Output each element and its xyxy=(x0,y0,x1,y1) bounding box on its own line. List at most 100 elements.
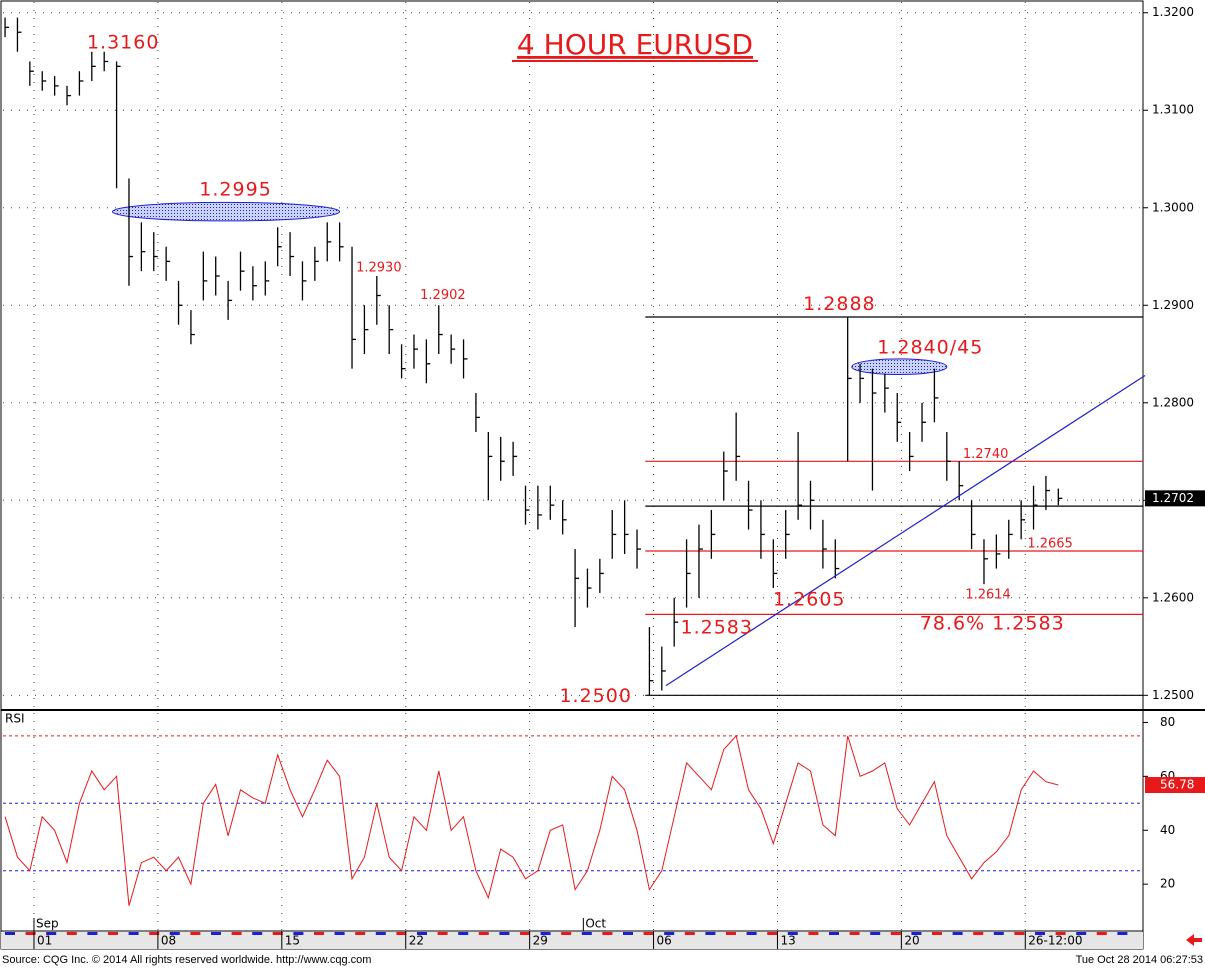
y-tick-label: 1.3200 xyxy=(1152,5,1194,19)
strip-chunk xyxy=(499,932,510,935)
strip-chunk xyxy=(272,932,283,935)
strip-chunk xyxy=(643,932,654,935)
strip-chunk xyxy=(1096,932,1107,935)
strip-chunk xyxy=(437,932,448,935)
strip-chunk xyxy=(726,932,736,935)
x-tick-label: 01 xyxy=(37,934,52,948)
strip-chunk xyxy=(458,932,469,935)
strip-chunk xyxy=(952,932,963,935)
footer-source: Source: CQG Inc. © 2014 All rights reser… xyxy=(2,954,371,966)
strip-chunk xyxy=(540,932,551,935)
footer-timestamp: Tue Oct 28 2014 06:27:53 xyxy=(1076,954,1203,966)
y-tick-label: 1.2600 xyxy=(1152,590,1194,604)
rsi-y-tick-label: 20 xyxy=(1160,877,1175,891)
y-tick-label: 1.3000 xyxy=(1152,200,1194,214)
month-label: Sep xyxy=(36,917,59,931)
rsi-y-tick-label: 80 xyxy=(1160,715,1175,729)
month-label: Oct xyxy=(585,917,606,931)
strip-chunk xyxy=(1014,932,1025,935)
annotation: 1.2614 xyxy=(965,587,1011,602)
strip-chunk xyxy=(932,932,942,935)
annotation: 1.2888 xyxy=(803,293,875,315)
y-tick-label: 1.3100 xyxy=(1152,103,1194,117)
strip-chunk xyxy=(808,932,819,935)
rsi-y-tick-label: 40 xyxy=(1160,823,1175,837)
strip-chunk xyxy=(375,932,386,935)
annotation: 1.2583 xyxy=(680,617,752,639)
annotation: 1.2995 xyxy=(199,179,271,201)
y-tick-label: 1.2900 xyxy=(1152,298,1194,312)
x-tick-label: 13 xyxy=(780,934,795,948)
annotation: 1.2840/45 xyxy=(877,337,983,359)
date-strip xyxy=(1,932,1143,949)
strip-chunk xyxy=(746,932,757,935)
strip-bg xyxy=(1,932,1143,949)
price-tag xyxy=(1145,490,1205,507)
strip-chunk xyxy=(602,932,613,935)
strip-chunk xyxy=(293,932,304,935)
strip-chunk xyxy=(1076,932,1087,935)
strip-chunk xyxy=(911,932,922,935)
y-tick-label: 1.2500 xyxy=(1152,688,1194,702)
strip-chunk xyxy=(581,932,592,935)
strip-chunk xyxy=(314,932,324,935)
annotation: 1.2902 xyxy=(420,288,466,303)
strip-chunk xyxy=(787,932,798,935)
strip-chunk xyxy=(829,932,839,935)
x-tick-label: 22 xyxy=(409,934,424,948)
zone xyxy=(111,201,341,222)
strip-chunk xyxy=(5,932,15,935)
strip-chunk xyxy=(108,932,118,935)
annotation: 1.2605 xyxy=(773,588,845,610)
x-tick-label: 26-12:00 xyxy=(1028,934,1082,948)
scroll-arrow[interactable] xyxy=(1186,934,1202,946)
x-tick-label: 06 xyxy=(657,934,672,948)
annotation: 1.2665 xyxy=(1027,537,1073,552)
strip-chunk xyxy=(1117,932,1128,935)
strip-chunk xyxy=(169,932,180,935)
strip-chunk xyxy=(973,932,984,935)
annotation: 1.2740 xyxy=(963,447,1009,462)
strip-chunk xyxy=(993,932,1004,935)
strip-chunk xyxy=(664,932,675,935)
strip-chunk xyxy=(684,932,695,935)
rsi-tag-label: 56.78 xyxy=(1160,778,1194,792)
strip-chunk xyxy=(767,932,778,935)
strip-chunk xyxy=(520,932,530,935)
price-tag-label: 1.2702 xyxy=(1152,491,1194,505)
strip-chunk xyxy=(190,932,201,935)
annotation: 1.3160 xyxy=(87,31,159,53)
zone xyxy=(851,358,948,376)
strip-chunk xyxy=(211,932,221,935)
strip-chunk xyxy=(1035,932,1045,935)
rsi-label: RSI xyxy=(5,712,25,726)
strip-chunk xyxy=(149,932,160,935)
strip-chunk xyxy=(478,932,489,935)
strip-chunk xyxy=(355,932,366,935)
strip-chunk xyxy=(396,932,407,935)
x-tick-label: 15 xyxy=(285,934,300,948)
strip-chunk xyxy=(870,932,881,935)
strip-chunk xyxy=(1055,932,1066,935)
x-tick-label: 20 xyxy=(904,934,919,948)
strip-chunk xyxy=(334,932,345,935)
strip-chunk xyxy=(252,932,263,935)
strip-chunk xyxy=(66,932,77,935)
strip-chunk xyxy=(231,932,242,935)
annotation: 78.6% 1.2583 xyxy=(920,613,1065,635)
strip-chunk xyxy=(87,932,98,935)
trendline xyxy=(665,374,1146,687)
annotation: 1.2930 xyxy=(356,261,402,276)
strip-chunk xyxy=(417,932,427,935)
annotation: 1.2500 xyxy=(559,685,631,707)
y-tick-label: 1.2800 xyxy=(1152,395,1194,409)
strip-chunk xyxy=(46,932,57,935)
strip-chunk xyxy=(623,932,633,935)
rsi-line xyxy=(4,734,1059,906)
strip-chunk xyxy=(890,932,901,935)
x-tick-label: 08 xyxy=(161,934,176,948)
strip-chunk xyxy=(561,932,572,935)
strip-chunk xyxy=(128,932,139,935)
